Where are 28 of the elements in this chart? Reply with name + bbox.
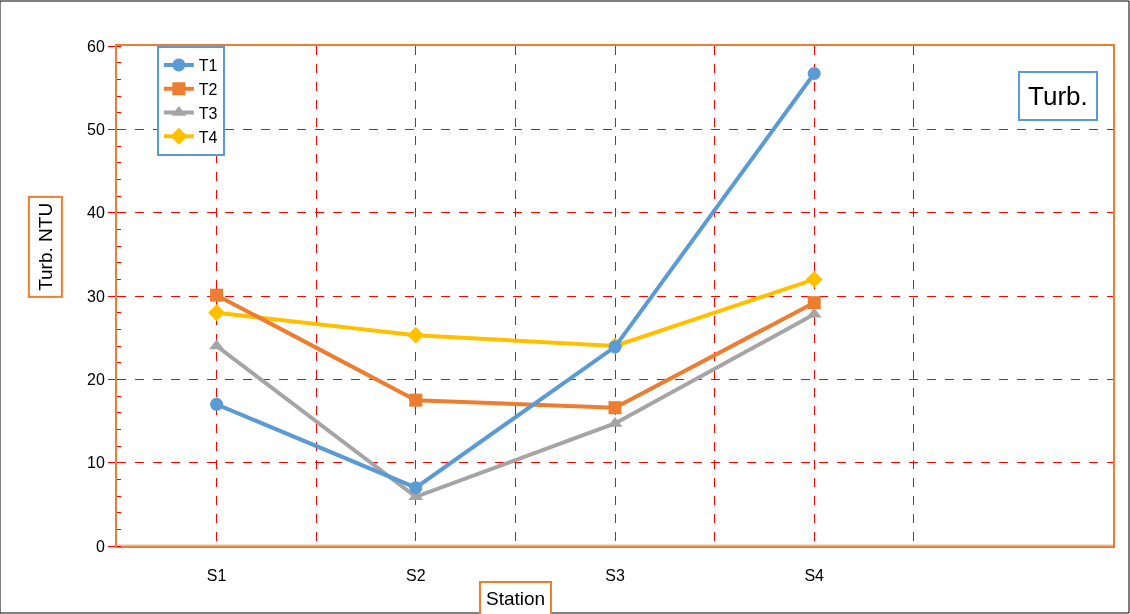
annotation: Turb. (1028, 81, 1088, 111)
legend-label: T1 (198, 57, 218, 75)
x-axis-title: Station (486, 588, 546, 609)
point (409, 393, 423, 407)
x-tick-label: S3 (605, 567, 625, 585)
x-tick-label: S4 (804, 567, 825, 585)
point (210, 397, 224, 411)
point (208, 304, 226, 322)
y-tick-label: 60 (87, 37, 105, 55)
point (210, 288, 224, 302)
y-tick-label: 30 (87, 287, 105, 305)
point (805, 270, 823, 288)
legend-label: T3 (198, 104, 218, 122)
y-tick-label: 0 (95, 537, 105, 555)
y-tick-label: 20 (87, 370, 105, 388)
point (407, 326, 425, 344)
y-tick-label: 10 (87, 454, 105, 472)
legend-label: T4 (198, 128, 218, 146)
x-tick-label: S2 (406, 567, 426, 585)
point (807, 67, 821, 80)
y-axis-title: Turb. NTU (34, 202, 56, 291)
legend-label: T2 (198, 80, 218, 98)
point (807, 296, 821, 310)
x-tick-label: S1 (206, 567, 227, 585)
point (608, 401, 622, 415)
y-tick-label: 50 (87, 120, 105, 138)
y-tick-label: 40 (87, 204, 105, 222)
point (409, 481, 423, 495)
